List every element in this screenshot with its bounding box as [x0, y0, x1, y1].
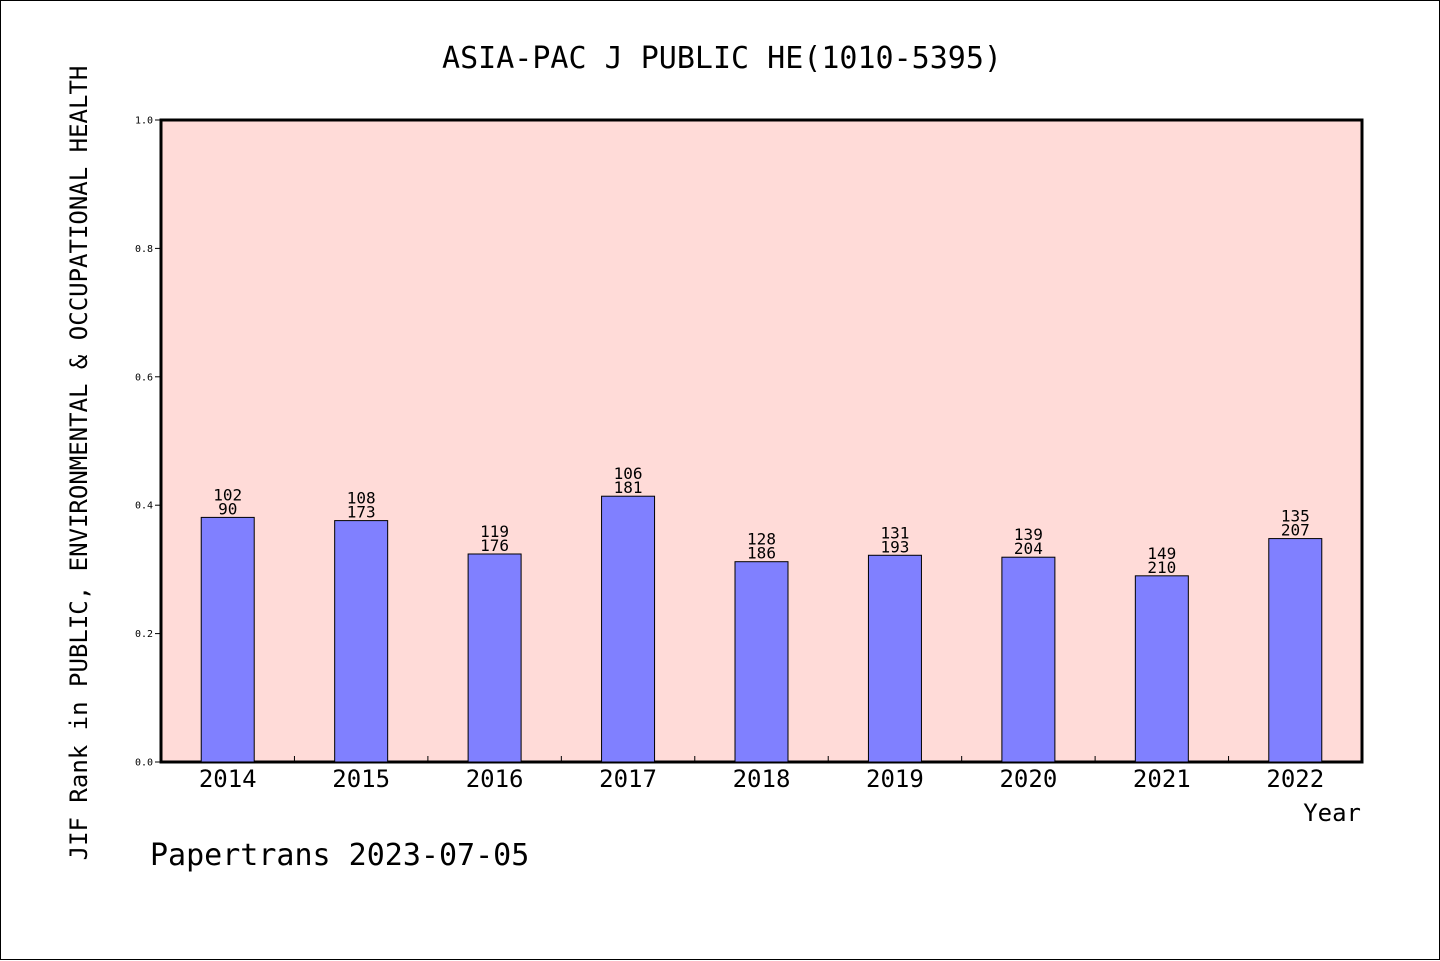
bar — [334, 520, 389, 763]
data-label-rank: 102 — [213, 485, 242, 504]
data-label-rank: 149 — [1147, 544, 1176, 563]
bar — [1001, 556, 1056, 763]
x-tick-label: 2019 — [866, 765, 924, 793]
data-label-rank: 131 — [880, 523, 909, 542]
data-label-total: 186 — [747, 544, 776, 563]
data-label-total: 210 — [1147, 558, 1176, 577]
data-label-total: 173 — [347, 503, 376, 522]
y-tick-label: 0.0 — [135, 758, 153, 769]
bar — [734, 561, 789, 763]
y-tick-label: 0.2 — [135, 629, 153, 640]
x-tick-label: 2020 — [999, 765, 1057, 793]
x-tick-label: 2018 — [733, 765, 791, 793]
bar — [1268, 538, 1323, 763]
bar — [867, 554, 922, 763]
bar — [200, 516, 255, 763]
x-tick-label: 2017 — [599, 765, 657, 793]
data-label-rank: 106 — [614, 464, 643, 483]
bars: 1029010817311917610618112818613119313920… — [200, 464, 1323, 763]
data-label-total: 207 — [1281, 521, 1310, 540]
data-label-rank: 119 — [480, 522, 509, 541]
data-label-rank: 108 — [347, 489, 376, 508]
x-axis: 2014 2015 2016 2017 2018 2019 2020 2021 2022 — [199, 756, 1324, 793]
bar — [601, 495, 656, 763]
bar — [467, 553, 522, 763]
data-label-rank: 139 — [1014, 525, 1043, 544]
y-axis: 0.0 0.2 0.4 0.6 0.8 1.0 — [135, 116, 161, 769]
y-tick-label: 0.8 — [135, 244, 153, 255]
y-axis-label: JIF Rank in PUBLIC, ENVIRONMENTAL & OCCU… — [65, 66, 93, 861]
y-tick-label: 0.4 — [135, 501, 153, 512]
y-tick-label: 0.6 — [135, 372, 153, 383]
footer-credit: Papertrans 2023-07-05 — [150, 838, 529, 873]
x-tick-label: 2016 — [466, 765, 524, 793]
x-tick-label: 2014 — [199, 765, 257, 793]
x-tick-label: 2015 — [332, 765, 390, 793]
data-label-total: 204 — [1014, 539, 1043, 558]
x-tick-label: 2021 — [1133, 765, 1191, 793]
x-axis-label: Year — [1303, 799, 1361, 827]
y-tick-label: 1.0 — [135, 116, 153, 127]
data-label-total: 193 — [880, 537, 909, 556]
chart-title: ASIA-PAC J PUBLIC HE(1010-5395) — [442, 41, 1002, 76]
data-label-total: 90 — [218, 499, 237, 518]
data-label-rank: 128 — [747, 530, 776, 549]
x-tick-label: 2022 — [1266, 765, 1324, 793]
data-label-rank: 135 — [1281, 507, 1310, 526]
bar — [1134, 575, 1189, 763]
data-label-total: 181 — [614, 478, 643, 497]
data-label-total: 176 — [480, 536, 509, 555]
